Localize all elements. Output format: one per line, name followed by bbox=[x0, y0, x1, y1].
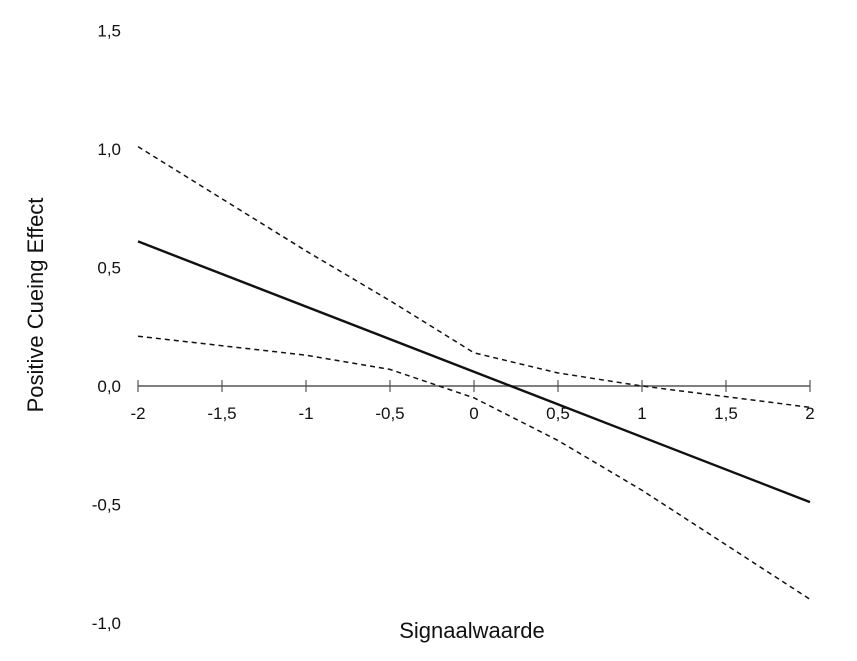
x-tick-label: 0,5 bbox=[546, 404, 570, 423]
x-tick-label: -1 bbox=[298, 404, 313, 423]
x-tick-label: -2 bbox=[130, 404, 145, 423]
y-tick-label: 0,5 bbox=[97, 259, 121, 278]
series-lower-ci bbox=[137, 335, 811, 600]
y-axis-label: Positive Cueing Effect bbox=[23, 198, 48, 413]
x-tick-label: -1,5 bbox=[207, 404, 236, 423]
x-axis-label: Signaalwaarde bbox=[399, 618, 545, 643]
y-tick-label: -1,0 bbox=[92, 614, 121, 633]
y-tick-label: -0,5 bbox=[92, 496, 121, 515]
y-tick-label: 0,0 bbox=[97, 377, 121, 396]
x-tick-label: 1,5 bbox=[714, 404, 738, 423]
x-tick-label: 1 bbox=[637, 404, 646, 423]
x-tick-label: 0 bbox=[469, 404, 478, 423]
series-upper-ci bbox=[137, 145, 811, 409]
series-estimate bbox=[137, 240, 811, 504]
y-tick-label: 1,5 bbox=[97, 22, 121, 41]
x-tick-label: -0,5 bbox=[375, 404, 404, 423]
x-tick-label: 2 bbox=[805, 404, 814, 423]
y-tick-label: 1,0 bbox=[97, 140, 121, 159]
